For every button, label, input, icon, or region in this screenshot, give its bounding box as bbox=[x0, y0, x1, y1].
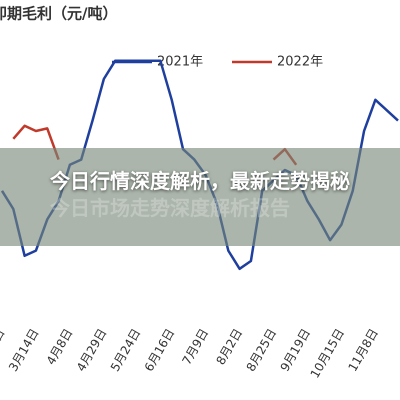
x-tick-label: 8月2日 bbox=[213, 326, 245, 367]
x-tick-label: 5月24日 bbox=[108, 326, 144, 374]
watermark: 今日市场走势深度解析报告 bbox=[50, 196, 290, 220]
banner bbox=[0, 148, 400, 246]
x-tick-label: 11月8日 bbox=[345, 326, 381, 374]
x-tick-label: 8月25日 bbox=[244, 326, 280, 374]
series-line bbox=[12, 124, 60, 161]
x-tick-label: 3月14日 bbox=[6, 326, 42, 374]
x-tick-label: 4月8日 bbox=[44, 326, 76, 367]
legend-label: 2022年 bbox=[277, 55, 323, 70]
x-tick-label: 6月16日 bbox=[142, 326, 178, 374]
chart-title: 即期毛利（元/吨） bbox=[0, 5, 117, 23]
x-tick-label: 4月29日 bbox=[74, 326, 110, 374]
x-tick-label: 7月9日 bbox=[180, 326, 212, 367]
headline: 今日行情深度解析，最新走势揭秘 bbox=[50, 169, 350, 193]
legend-label: 2021年 bbox=[157, 55, 203, 70]
x-tick-label: 10月15日 bbox=[308, 326, 347, 380]
x-tick-label: 9月19日 bbox=[278, 326, 314, 374]
